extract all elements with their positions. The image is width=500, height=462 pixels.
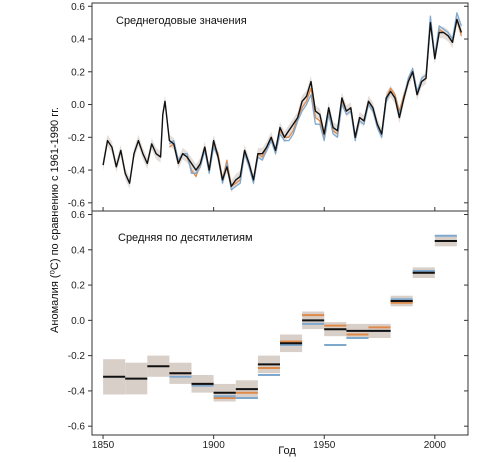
y-tick-label: 0.0 [71,100,85,111]
annual-uncertainty-bands [103,13,462,193]
annual-series-lines [102,12,463,191]
y-tick-label: 0.4 [71,35,85,46]
y-tick-label: -0.4 [68,386,86,397]
y-axis-label: Аномалия (⁰С) по сравнению с 1961-1990 г… [49,107,61,333]
annual-y-ticks: 0.6 0.4 0.2 0.0 -0.2 -0.4 -0.6 [68,2,468,209]
y-tick-label: 0.4 [71,245,85,256]
x-tick-label: 1950 [313,440,336,451]
y-tick-label: 0.2 [71,67,85,78]
y-tick-label: 0.6 [71,2,85,13]
y-tick-label: -0.6 [68,198,86,209]
panel-decadal-title: Средняя по десятилетиям [118,232,253,244]
panel-decadal-frame [91,210,469,436]
annual-series-orange [169,18,463,188]
y-tick-label: -0.2 [68,351,86,362]
annual-series-blue [169,12,463,191]
x-tick-label: 1850 [92,440,115,451]
panel-annual-frame [91,2,469,212]
panel-annual: 0.6 0.4 0.2 0.0 -0.2 -0.4 -0.6 Среднегодовые з… [68,2,469,212]
x-ticks: 1850 1900 1950 2000 [92,207,446,451]
x-tick-label: 2000 [424,440,447,451]
x-axis-label: Год [278,445,296,457]
y-tick-label: 0.2 [71,281,85,292]
annual-series-black [102,18,463,188]
y-tick-label: 0.0 [71,316,85,327]
y-tick-label: -0.6 [68,422,86,433]
y-tick-label: 0.6 [71,210,85,221]
y-tick-label: -0.4 [68,166,86,177]
annual-uncertainty-band [103,13,462,193]
y-tick-label: -0.2 [68,133,86,144]
panel-decadal: 0.6 0.4 0.2 0.0 -0.2 -0.4 -0.6 1850 1900 1950 200… [68,207,469,451]
decadal-uncertainty-boxes [103,235,457,402]
decadal-series-lines [103,234,457,399]
decadal-y-ticks: 0.6 0.4 0.2 0.0 -0.2 -0.4 -0.6 [68,210,468,433]
panel-annual-title: Среднегодовые значения [116,15,247,27]
x-tick-label: 1900 [203,440,226,451]
